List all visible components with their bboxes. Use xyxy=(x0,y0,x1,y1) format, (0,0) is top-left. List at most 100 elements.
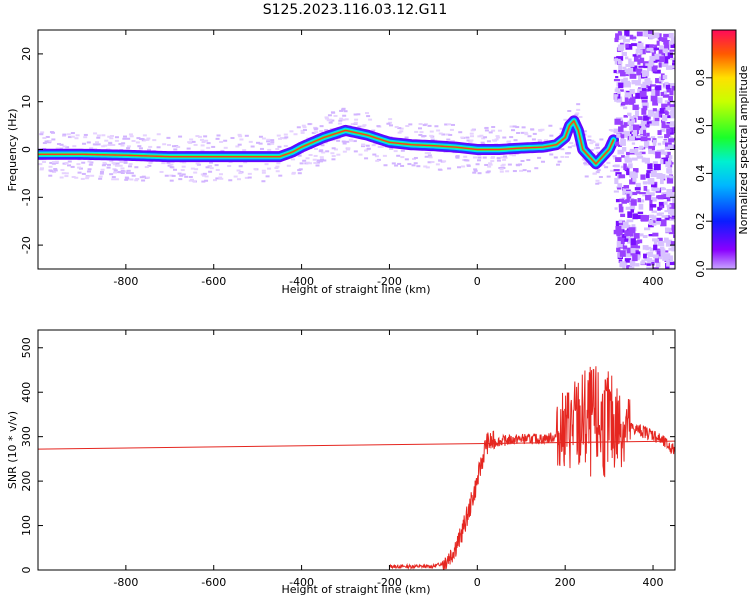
noise-cell xyxy=(640,174,646,180)
halo-cell xyxy=(598,176,603,179)
halo-cell xyxy=(322,159,327,162)
noise-cell xyxy=(629,136,635,140)
noise-cell xyxy=(643,115,649,121)
halo-cell xyxy=(129,135,134,138)
halo-cell xyxy=(237,143,242,146)
noise-cell xyxy=(642,46,648,51)
halo-cell xyxy=(77,171,82,174)
halo-cell xyxy=(429,130,434,133)
halo-cell xyxy=(375,159,380,162)
snr-trend-line xyxy=(38,440,675,450)
halo-cell xyxy=(195,135,200,138)
noise-cell xyxy=(662,74,668,80)
halo-cell xyxy=(111,143,116,146)
halo-cell xyxy=(99,172,104,175)
halo-cell xyxy=(144,166,149,169)
halo-cell xyxy=(86,141,91,144)
noise-cell xyxy=(619,72,626,77)
halo-cell xyxy=(307,123,312,126)
noise-cell xyxy=(642,105,648,111)
halo-cell xyxy=(418,127,423,130)
noise-cell xyxy=(669,123,675,127)
noise-cell xyxy=(641,108,647,115)
halo-cell xyxy=(140,138,145,141)
halo-cell xyxy=(59,176,64,179)
halo-cell xyxy=(237,133,242,136)
halo-cell xyxy=(111,178,116,181)
noise-cell xyxy=(648,223,654,228)
halo-cell xyxy=(567,146,572,149)
colorbar-ticks: 0.0 0.2 0.4 0.6 0.8 xyxy=(694,69,712,278)
noise-cell xyxy=(656,57,661,62)
noise-cell xyxy=(626,131,630,136)
halo-cell xyxy=(507,140,512,143)
halo-cell xyxy=(455,156,460,159)
halo-cell xyxy=(530,128,535,131)
ridge-band xyxy=(38,120,615,165)
colorbar-tick-label: 0.4 xyxy=(694,165,707,183)
halo-cell xyxy=(59,143,64,146)
halo-cell xyxy=(51,162,56,165)
halo-cell xyxy=(54,160,59,163)
noise-cell xyxy=(666,88,672,93)
noise-cell xyxy=(636,191,641,194)
noise-cell xyxy=(634,147,639,155)
halo-cell xyxy=(258,142,263,145)
noise-cell xyxy=(635,92,641,99)
halo-cell xyxy=(74,137,79,140)
halo-cell xyxy=(428,156,433,159)
noise-cell xyxy=(616,56,624,61)
noise-cell xyxy=(655,78,662,84)
halo-cell xyxy=(353,113,358,116)
noise-cell xyxy=(636,72,641,76)
noise-cell xyxy=(665,161,671,168)
noise-cell xyxy=(669,49,675,52)
halo-cell xyxy=(496,159,501,162)
halo-cell xyxy=(113,171,118,174)
halo-cell xyxy=(337,122,342,125)
noise-cell xyxy=(638,203,644,210)
halo-cell xyxy=(291,172,296,175)
halo-cell xyxy=(423,165,428,168)
noise-cell xyxy=(617,47,624,51)
noise-cell xyxy=(660,187,666,191)
snr-ytick-label: 100 xyxy=(20,515,33,536)
halo-cell xyxy=(101,164,106,167)
halo-cell xyxy=(353,121,358,124)
noise-cell xyxy=(643,65,648,69)
halo-cell xyxy=(523,131,528,134)
halo-cell xyxy=(39,133,44,136)
halo-cell xyxy=(418,134,423,137)
noise-cell xyxy=(671,85,675,91)
noise-cell xyxy=(671,214,675,219)
noise-cell xyxy=(648,145,656,151)
halo-cell xyxy=(583,162,588,165)
halo-cell xyxy=(606,161,611,164)
halo-cell xyxy=(212,179,217,182)
noise-cell xyxy=(660,268,667,269)
halo-cell xyxy=(50,131,55,134)
halo-cell xyxy=(206,142,211,145)
noise-cell xyxy=(640,95,648,100)
halo-cell xyxy=(109,135,114,138)
halo-cell xyxy=(400,164,405,167)
halo-cell xyxy=(299,162,304,165)
spectrogram-xtick-label: -800 xyxy=(113,275,138,288)
noise-cell xyxy=(666,260,670,267)
halo-cell xyxy=(404,158,409,161)
snr-xtick-label: -600 xyxy=(201,576,226,589)
halo-cell xyxy=(444,123,449,126)
halo-cell xyxy=(511,129,516,132)
halo-cell xyxy=(126,172,131,175)
noise-cell xyxy=(672,229,675,235)
noise-cell xyxy=(636,31,643,37)
noise-cell xyxy=(654,53,662,60)
snr-x-label: Height of straight line (km) xyxy=(281,583,430,596)
noise-cell xyxy=(653,119,660,126)
halo-cell xyxy=(270,141,275,144)
noise-cell xyxy=(666,197,671,202)
halo-cell xyxy=(564,156,569,159)
halo-cell xyxy=(141,179,146,182)
halo-cell xyxy=(477,159,482,162)
noise-cell xyxy=(666,192,674,198)
